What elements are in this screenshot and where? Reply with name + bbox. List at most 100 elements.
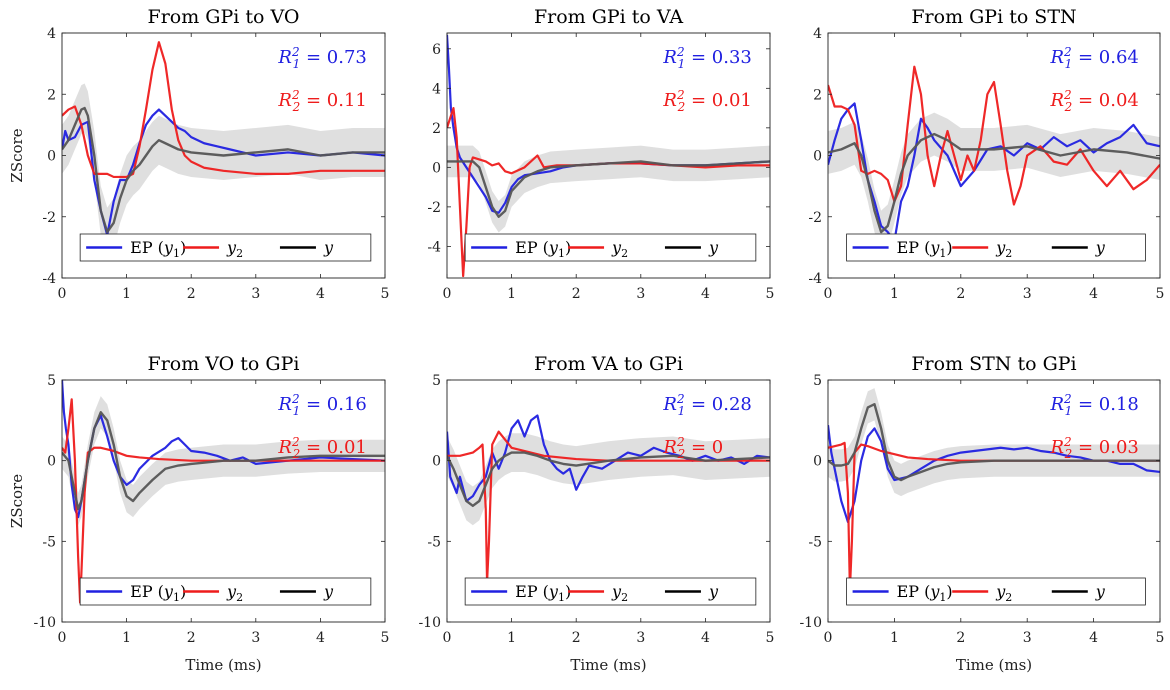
r2-annotation-2: R2 2 = 0.01 [277, 435, 366, 461]
x-axis-label: Time (ms) [956, 656, 1032, 674]
x-tick-label: 2 [956, 630, 965, 646]
y-axis-label: ZScore [8, 128, 26, 182]
x-tick-label: 4 [701, 630, 710, 646]
r2-annotation-2: R2 2 = 0.01 [662, 88, 751, 114]
legend: EP (y1)y2y [464, 577, 757, 606]
y-tick-label: -5 [42, 534, 56, 550]
line-y2 [62, 41, 385, 179]
plot-area [828, 65, 1160, 254]
y-tick-label: -5 [808, 534, 822, 550]
line-y [62, 106, 385, 234]
x-tick-label: 0 [443, 286, 452, 302]
legend-item-y2-label: y2 [995, 582, 1012, 604]
legend: EP (y1)y2y [79, 577, 372, 606]
legend-item-y-label: y [1095, 582, 1106, 601]
r2-annotation-1: R2 1 = 0.33 [662, 45, 751, 71]
legend: EP (y1)y2y [79, 233, 372, 262]
r2-annotation-1: R2 1 = 0.16 [277, 392, 366, 418]
legend-item-y2-label: y2 [226, 238, 243, 260]
line-y [447, 160, 770, 218]
plot-area [828, 388, 1160, 591]
x-tick-label: 3 [636, 630, 645, 646]
y-tick-label: -4 [42, 271, 56, 287]
x-tick-label: 2 [187, 630, 196, 646]
x-tick-label: 5 [766, 286, 775, 302]
x-tick-label: 5 [1156, 286, 1165, 302]
line-y [828, 132, 1160, 234]
x-tick-label: 1 [890, 286, 899, 302]
line-y2 [828, 65, 1160, 206]
legend-box [846, 577, 1146, 606]
axes-box [61, 379, 386, 623]
y-tick-label: 5 [432, 373, 441, 389]
x-tick-label: 5 [381, 286, 390, 302]
x-tick-label: 0 [58, 630, 67, 646]
x-tick-label: 2 [187, 286, 196, 302]
panel-title: From STN to GPi [911, 353, 1076, 375]
panel-6: 0 1 2 3 4 5 -10 -5 0 5 From STN to GPi R2 1 = 0.18 R2… [799, 353, 1164, 674]
y-tick-label: 0 [432, 160, 441, 176]
plot-area [62, 41, 385, 257]
x-tick-label: 4 [1089, 630, 1098, 646]
panel-title: From GPi to VA [534, 6, 683, 28]
x-tick-label: 5 [381, 630, 390, 646]
y-axis-label: ZScore [8, 474, 26, 528]
y-tick-label: 0 [813, 149, 822, 165]
x-axis-label: Time (ms) [185, 656, 261, 674]
plot-area [447, 414, 770, 583]
x-axis-label: Time (ms) [570, 656, 646, 674]
legend-item-y2-label: y2 [611, 238, 628, 260]
y-tick-label: -4 [808, 271, 822, 287]
r2-annotation-1: R2 1 = 0.28 [662, 392, 751, 418]
x-tick-label: 1 [122, 630, 131, 646]
y-tick-label: 4 [813, 26, 822, 42]
legend-box [79, 577, 372, 606]
r2-annotation-2: R2 2 = 0.11 [277, 88, 366, 114]
legend: EP (y1)y2y [464, 233, 757, 262]
y-tick-label: 2 [432, 121, 441, 137]
legend-item-y2-label: y2 [995, 238, 1012, 260]
confidence-band [447, 433, 770, 526]
legend-box [79, 233, 372, 262]
x-tick-label: 1 [890, 630, 899, 646]
axes-box [446, 379, 771, 623]
panel-2: 0 1 2 3 4 5 -4 -2 0 2 4 6 From GPi to VA R2 1 = 0.33 R2… [427, 6, 774, 302]
legend-item-ep-label: EP (y1) [897, 238, 953, 260]
r2-annotation-1: R2 1 = 0.64 [1049, 45, 1138, 71]
panel-3: 0 1 2 3 4 5 -4 -2 0 2 4 From GPi to STN R2 1 = 0.64 R2… [808, 6, 1164, 302]
r2-annotation-2: R2 2 = 0.03 [1049, 435, 1138, 461]
y-tick-label: -2 [42, 210, 56, 226]
x-tick-label: 3 [251, 630, 260, 646]
panel-title: From VO to GPi [148, 353, 300, 375]
legend-item-y-label: y [1095, 238, 1106, 257]
legend-item-y-label: y [708, 582, 719, 601]
x-tick-label: 2 [572, 630, 581, 646]
x-tick-label: 4 [701, 286, 710, 302]
line-ep-y1 [62, 380, 385, 519]
y-tick-label: 4 [47, 26, 56, 42]
y-tick-label: -2 [427, 200, 441, 216]
line-y [828, 403, 1160, 482]
legend-item-y-label: y [323, 238, 334, 257]
legend-box [464, 233, 757, 262]
x-tick-label: 3 [1023, 630, 1032, 646]
y-tick-label: 0 [47, 454, 56, 470]
x-tick-label: 3 [251, 286, 260, 302]
legend-item-y-label: y [708, 238, 719, 257]
line-y2 [447, 430, 770, 583]
y-tick-label: -10 [33, 615, 56, 631]
y-tick-label: 2 [47, 87, 56, 103]
x-tick-label: 0 [824, 630, 833, 646]
plot-area [447, 34, 770, 278]
panel-title: From GPi to VO [148, 6, 300, 28]
line-y [62, 411, 385, 511]
y-tick-label: 6 [432, 42, 441, 58]
panel-title: From VA to GPi [534, 353, 683, 375]
y-tick-label: 0 [813, 454, 822, 470]
x-tick-label: 3 [1023, 286, 1032, 302]
r2-annotation-2: R2 2 = 0.04 [1049, 88, 1138, 114]
r2-annotation-2: R2 2 = 0 [662, 435, 723, 461]
x-tick-label: 4 [1089, 286, 1098, 302]
confidence-band [447, 145, 770, 233]
panel-4: 0 1 2 3 4 5 -10 -5 0 5 From VO to GPi R2 1 = 0.16 R2 2… [8, 353, 389, 674]
